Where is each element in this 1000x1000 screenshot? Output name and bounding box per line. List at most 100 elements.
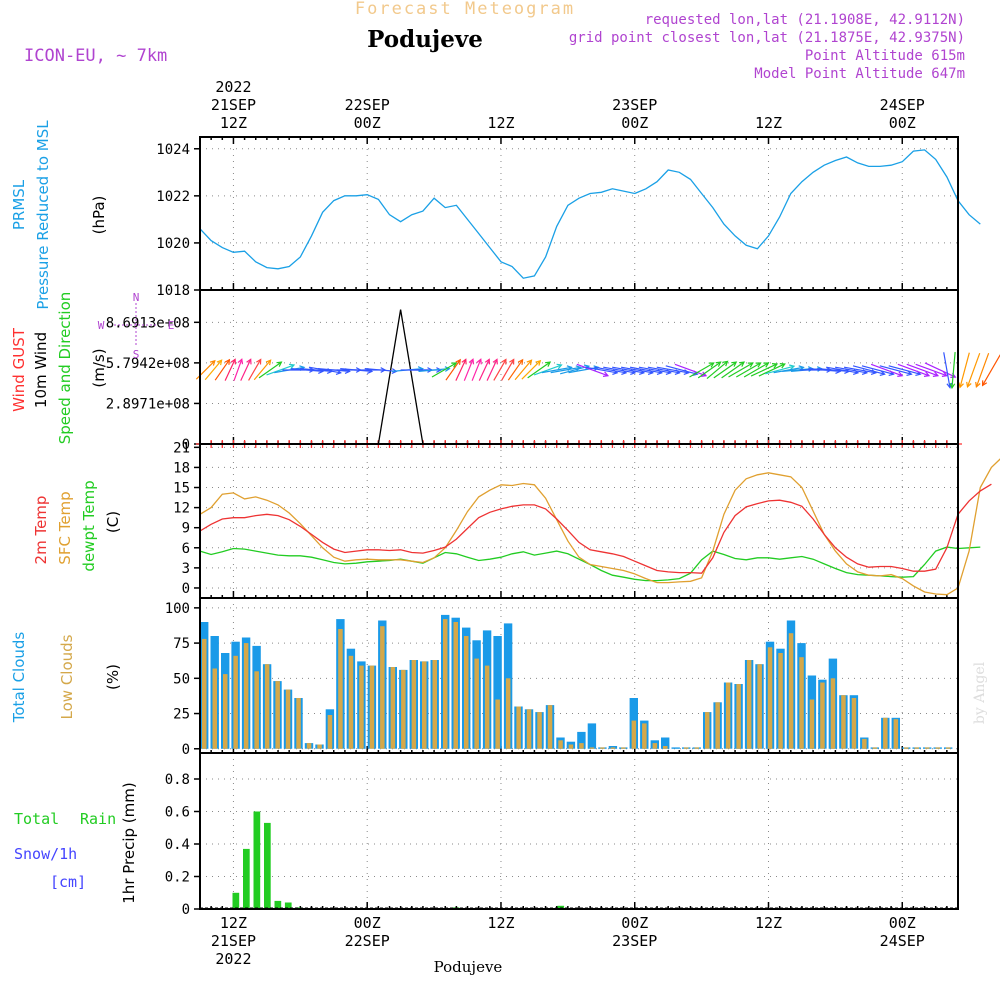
wind-panel: 0 2.8971e+08 5.7942e+08 8.6913e+08 <box>106 290 1000 453</box>
point-altitude: Point Altitude 615m <box>805 48 965 64</box>
low-cloud-bar <box>348 655 354 749</box>
low-cloud-bar <box>537 712 542 749</box>
low-cloud-bar <box>715 702 720 749</box>
low-cloud-bar <box>820 682 825 749</box>
wind-arrow <box>981 354 1000 387</box>
low-cloud-bar <box>202 638 207 749</box>
low-cloud-bar <box>663 746 668 749</box>
rain-bar <box>274 900 282 909</box>
sfc-temp-line <box>199 458 1000 596</box>
low-cloud-bar <box>914 747 919 749</box>
low-cloud-bar <box>809 699 815 749</box>
total-cloud-bar <box>493 636 502 749</box>
bottom-time-label: 2022 <box>215 950 251 968</box>
wind-arrow <box>728 362 754 378</box>
low-cloud-bar <box>390 667 396 749</box>
wind-arrow <box>906 363 940 377</box>
low-cloud-bar <box>212 668 217 749</box>
temp-unit: (C) <box>104 511 122 533</box>
wind-arrow <box>736 362 762 378</box>
low-cloud-bar <box>443 619 448 749</box>
rain-bar <box>557 905 565 910</box>
wind-arrow <box>966 352 981 388</box>
low-cloud-bar <box>401 669 406 749</box>
t2m-line <box>199 483 992 574</box>
low-cloud-bar <box>422 661 427 749</box>
y-tick-label: 0 <box>182 742 190 758</box>
wind-arrow <box>258 361 283 379</box>
low-cloud-bar <box>600 747 605 749</box>
low-cloud-bar <box>369 665 375 749</box>
compass-e: E <box>168 319 175 332</box>
temp-label-dewpt: dewpt Temp <box>80 480 98 571</box>
top-time-label: 12Z <box>487 114 514 132</box>
wind-arrow <box>697 361 722 379</box>
y-tick-label: 1020 <box>156 236 190 252</box>
wind-arrow <box>958 352 970 389</box>
low-cloud-bar <box>830 678 836 749</box>
y-tick-label: 25 <box>173 707 190 723</box>
precip-panel: 0 0.2 0.4 0.6 0.8 <box>165 753 959 918</box>
cloud-labels: Total Clouds Low Clouds (%) <box>10 632 122 724</box>
wind-arrow <box>750 363 779 377</box>
y-tick-label: 0 <box>182 581 190 597</box>
wind-arrow <box>248 358 262 381</box>
low-cloud-bar <box>464 636 469 749</box>
wind-arrow <box>204 359 223 381</box>
wind-arrow <box>471 358 482 381</box>
wind-arrow <box>674 363 708 377</box>
wind-arrow <box>924 362 957 378</box>
wind-arrow <box>743 362 770 378</box>
low-cloud-bar <box>275 681 280 749</box>
pressure-labels: PRMSL Pressure Reduced to MSL (hPa) <box>10 120 108 310</box>
wind-arrow <box>445 358 461 381</box>
low-cloud-bar <box>516 706 521 749</box>
low-cloud-bar <box>589 747 595 749</box>
y-tick-label: 1024 <box>156 142 190 158</box>
precip-label-cm: [cm] <box>50 873 86 891</box>
top-time-label: 21SEP <box>211 96 256 114</box>
wind-arrow <box>915 363 948 377</box>
low-cloud-bar <box>317 744 322 749</box>
wind-arrow <box>514 359 533 381</box>
wind-arrow <box>721 361 746 379</box>
product-title: Forecast Meteogram <box>355 0 575 19</box>
cloud-label-total: Total Clouds <box>10 632 28 724</box>
wind-arrow <box>533 363 563 376</box>
model-name: ICON-EU, ~ 7km <box>24 46 167 66</box>
low-cloud-bar <box>904 747 909 749</box>
precip-unit: 1hr Precip (mm) <box>120 782 138 903</box>
low-cloud-bar <box>621 747 626 749</box>
low-cloud-bar <box>778 653 783 749</box>
low-cloud-bar <box>327 715 333 749</box>
low-cloud-bar <box>935 747 940 749</box>
wind-label-speed: Speed and Direction <box>56 292 74 445</box>
total-cloud-bar <box>587 723 597 749</box>
rain-bar <box>243 848 250 909</box>
compass-s: S <box>133 348 140 361</box>
low-cloud-bar <box>526 709 532 749</box>
cloud-label-low: Low Clouds <box>58 634 76 719</box>
top-time-label: 00Z <box>354 114 381 132</box>
low-cloud-bar <box>610 747 616 749</box>
y-tick-label: 100 <box>165 601 190 617</box>
y-tick-label: 18 <box>173 460 190 476</box>
wind-arrow <box>391 366 424 372</box>
top-time-label: 12Z <box>755 114 782 132</box>
bottom-time-label: 00Z <box>354 914 381 932</box>
y-tick-label: 0 <box>182 437 190 453</box>
top-time-label: 24SEP <box>880 96 925 114</box>
wind-arrow <box>418 366 451 372</box>
low-cloud-bar <box>306 743 312 749</box>
low-cloud-bar <box>579 743 584 749</box>
y-tick-label: 6 <box>182 541 190 557</box>
y-tick-label: 0.4 <box>165 837 190 853</box>
panel-frame <box>199 752 959 910</box>
y-tick-label: 15 <box>173 481 190 497</box>
low-cloud-bar <box>296 698 301 749</box>
precip-label-rain: Rain <box>80 810 116 828</box>
top-time-label: 00Z <box>621 114 648 132</box>
wind-speed-line <box>233 309 457 445</box>
